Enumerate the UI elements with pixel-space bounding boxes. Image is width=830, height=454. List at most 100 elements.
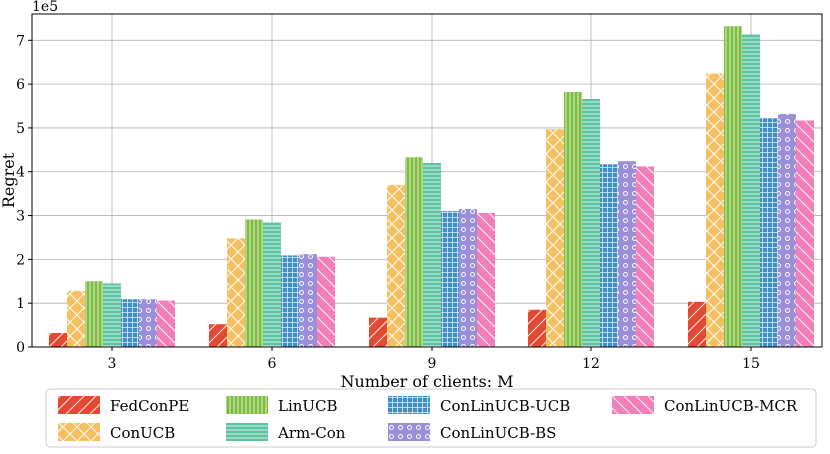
bar-hatch — [85, 281, 103, 347]
legend-item-linucb: LinUCB — [226, 396, 338, 415]
y-axis-label: Regret — [0, 152, 18, 208]
bar-fedconpe-9 — [369, 317, 387, 347]
legend-swatch-hatch — [58, 423, 100, 441]
bar-conucb-3 — [67, 290, 85, 347]
bar-hatch — [528, 309, 546, 347]
bar-conlinucb-mcr-15 — [796, 120, 814, 347]
legend-swatch-hatch — [388, 423, 430, 441]
bar-arm-con-12 — [582, 99, 600, 348]
bar-hatch — [459, 208, 477, 347]
bar-hatch — [564, 91, 582, 348]
bar-hatch — [405, 157, 423, 347]
legend-item-conlinucb-mcr: ConLinUCB-MCR — [612, 396, 798, 415]
y-tick-label: 2 — [16, 252, 25, 268]
bar-arm-con-15 — [742, 34, 760, 348]
legend-swatch-hatch — [226, 423, 268, 441]
bar-hatch — [281, 255, 299, 347]
legend-swatch-hatch — [388, 396, 430, 414]
bar-hatch — [636, 166, 654, 347]
bar-arm-con-6 — [263, 222, 281, 347]
bar-hatch — [778, 113, 796, 348]
bar-conlinucb-ucb-15 — [760, 118, 778, 347]
bar-hatch — [618, 161, 636, 347]
legend-swatch-hatch — [612, 396, 654, 414]
y-offset-label: 1e5 — [32, 0, 58, 15]
bar-hatch — [742, 34, 760, 348]
bar-hatch — [263, 222, 281, 347]
bar-conucb-12 — [546, 129, 564, 347]
bar-hatch — [209, 324, 227, 347]
x-tick-label: 9 — [428, 356, 437, 372]
y-tick-label: 0 — [16, 340, 25, 356]
y-tick-label: 3 — [16, 209, 25, 225]
bar-hatch — [760, 118, 778, 347]
legend-label: ConLinUCB-MCR — [664, 397, 798, 415]
bar-conlinucb-bs-12 — [618, 161, 636, 347]
bar-conlinucb-bs-15 — [778, 113, 796, 348]
bar-hatch — [103, 283, 121, 347]
legend-label: ConUCB — [110, 424, 175, 442]
bar-fedconpe-6 — [209, 324, 227, 347]
legend-label: ConLinUCB-BS — [440, 424, 556, 442]
bar-hatch — [67, 290, 85, 347]
bar-conucb-9 — [387, 184, 405, 347]
bar-hatch — [441, 211, 459, 347]
bar-hatch — [369, 317, 387, 347]
bar-hatch — [600, 164, 618, 347]
x-tick-label: 6 — [268, 356, 277, 372]
bar-hatch — [245, 219, 263, 347]
plot-frame — [31, 13, 823, 348]
x-tick-label: 3 — [108, 356, 117, 372]
bar-hatch — [387, 184, 405, 347]
bar-hatch — [688, 301, 706, 347]
y-tick-label: 7 — [16, 33, 25, 49]
legend-label: FedConPE — [110, 397, 189, 415]
bar-hatch — [582, 99, 600, 348]
legend-label: ConLinUCB-UCB — [440, 397, 570, 415]
bar-conlinucb-mcr-9 — [477, 212, 495, 347]
bar-conlinucb-bs-6 — [299, 254, 317, 347]
bar-conlinucb-ucb-12 — [600, 164, 618, 347]
x-tick-label: 12 — [582, 356, 600, 372]
bar-conlinucb-mcr-6 — [317, 256, 335, 347]
bar-hatch — [227, 238, 245, 347]
bar-conucb-15 — [706, 73, 724, 347]
bar-linucb-15 — [724, 26, 742, 347]
legend-swatch-hatch — [226, 396, 268, 414]
bar-fedconpe-15 — [688, 301, 706, 347]
bar-conlinucb-bs-9 — [459, 208, 477, 347]
bar-conucb-6 — [227, 238, 245, 347]
legend-item-conlinucb-bs: ConLinUCB-BS — [388, 423, 556, 442]
bar-linucb-6 — [245, 219, 263, 347]
bar-hatch — [706, 73, 724, 347]
bar-conlinucb-ucb-9 — [441, 211, 459, 347]
bar-hatch — [49, 332, 67, 347]
y-tick-label: 5 — [16, 121, 25, 137]
legend-item-conlinucb-ucb: ConLinUCB-UCB — [388, 396, 570, 415]
bar-hatch — [423, 162, 441, 347]
legend-label: LinUCB — [278, 397, 338, 415]
bar-conlinucb-mcr-3 — [157, 300, 175, 347]
x-axis-label: Number of clients: M — [340, 372, 513, 391]
y-tick-label: 6 — [16, 77, 25, 93]
bar-fedconpe-3 — [49, 332, 67, 347]
legend: FedConPE ConUCB LinUCB Arm-Con ConLinUCB-UCB… — [45, 388, 817, 448]
bar-hatch — [546, 129, 564, 347]
bar-fedconpe-12 — [528, 309, 546, 347]
y-tick-label: 4 — [16, 165, 25, 181]
bar-linucb-3 — [85, 281, 103, 347]
bar-conlinucb-bs-3 — [139, 299, 157, 347]
legend-swatch-hatch — [58, 396, 100, 414]
bar-conlinucb-mcr-12 — [636, 166, 654, 347]
legend-item-conucb: ConUCB — [58, 423, 175, 442]
y-tick-label: 1 — [16, 296, 25, 312]
legend-label: Arm-Con — [277, 424, 346, 442]
bar-hatch — [796, 120, 814, 347]
bars — [49, 26, 814, 348]
legend-item-arm-con: Arm-Con — [226, 423, 346, 442]
bar-linucb-12 — [564, 91, 582, 348]
bar-linucb-9 — [405, 157, 423, 347]
bar-hatch — [139, 299, 157, 347]
